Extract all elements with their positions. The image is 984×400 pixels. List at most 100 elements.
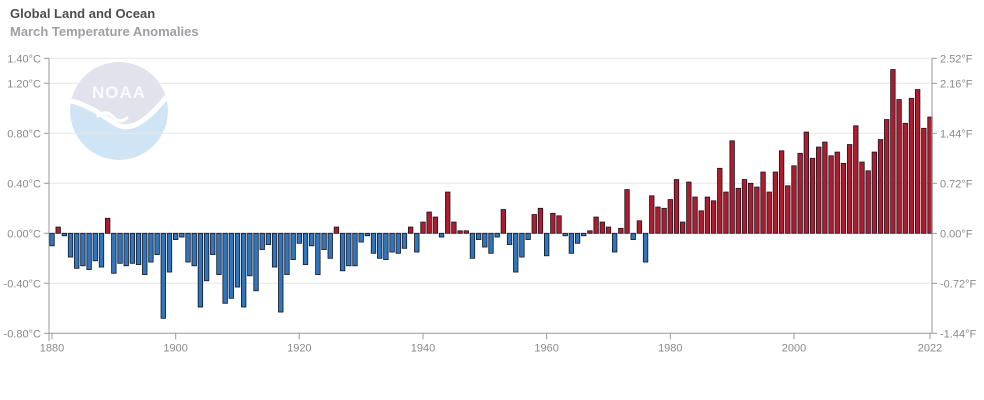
bar-1933[interactable]: 1933: -0.20°C [377, 232, 383, 259]
bar-1996[interactable]: 1996: 0.33°C [766, 191, 772, 234]
bar-1962[interactable]: 1962: 0.14°C [556, 215, 562, 234]
bar-1932[interactable]: 1932: -0.16°C [370, 232, 377, 254]
bar-1945[interactable]: 1945: 0.09°C [451, 221, 457, 234]
bar-1899[interactable]: 1899: -0.31°C [166, 232, 173, 273]
bar-1885[interactable]: 1885: -0.26°C [80, 232, 86, 267]
bar-1894[interactable]: 1894: -0.25°C [135, 232, 142, 265]
bar-1958[interactable]: 1958: 0.15°C [531, 214, 537, 234]
bar-2004[interactable]: 2004: 0.69°C [816, 146, 822, 234]
bar-1906[interactable]: 1906: -0.17°C [210, 232, 216, 255]
bar-1968[interactable]: 1968: 0.13°C [593, 216, 599, 234]
bar-1963[interactable]: 1963: -0.02°C [562, 232, 568, 237]
bar-2012[interactable]: 2012: 0.50°C [865, 170, 871, 234]
bar-1994[interactable]: 1994: 0.37°C [754, 186, 760, 234]
bar-2000[interactable]: 2000: 0.54°C [791, 165, 797, 234]
bar-1944[interactable]: 1944: 0.33°C [445, 191, 451, 234]
bar-1941[interactable]: 1941: 0.17°C [426, 211, 432, 234]
bar-1912[interactable]: 1912: -0.34°C [247, 232, 253, 277]
bar-1977[interactable]: 1977: 0.30°C [649, 195, 655, 234]
bar-1985[interactable]: 1985: 0.18°C [698, 210, 704, 234]
bar-1979[interactable]: 1979: 0.20°C [661, 207, 667, 234]
bar-1967[interactable]: 1967: 0.02°C [587, 230, 593, 234]
bar-1989[interactable]: 1989: 0.33°C [723, 191, 729, 234]
bar-1947[interactable]: 1947: 0.02°C [463, 230, 469, 234]
bar-1897[interactable]: 1897: -0.17°C [154, 232, 160, 255]
bar-1999[interactable]: 1999: 0.38°C [785, 185, 791, 234]
bar-1905[interactable]: 1905: -0.38°C [203, 232, 210, 282]
bar-1952[interactable]: 1952: -0.03°C [494, 232, 500, 238]
bar-1892[interactable]: 1892: -0.26°C [123, 232, 129, 267]
bar-1992[interactable]: 1992: 0.43°C [741, 179, 748, 234]
bar-1920[interactable]: 1920: -0.08°C [296, 232, 302, 244]
bar-1921[interactable]: 1921: -0.25°C [302, 232, 309, 265]
bar-1972[interactable]: 1972: 0.04°C [618, 227, 624, 234]
bar-1915[interactable]: 1915: -0.09°C [265, 232, 272, 245]
bar-1891[interactable]: 1891: -0.24°C [117, 232, 123, 264]
bar-2007[interactable]: 2007: 0.65°C [834, 151, 840, 234]
bar-1964[interactable]: 1964: -0.16°C [568, 232, 575, 254]
bar-1896[interactable]: 1896: -0.23°C [148, 232, 154, 263]
bar-1886[interactable]: 1886: -0.29°C [86, 232, 92, 270]
bar-1901[interactable]: 1901: -0.03°C [179, 232, 185, 238]
bar-1919[interactable]: 1919: -0.21°C [290, 232, 296, 260]
bar-1995[interactable]: 1995: 0.49°C [760, 171, 766, 234]
bar-2006[interactable]: 2006: 0.62°C [828, 155, 834, 234]
bar-1969[interactable]: 1969: 0.09°C [599, 221, 605, 234]
bar-1984[interactable]: 1984: 0.29°C [692, 196, 698, 234]
bar-1959[interactable]: 1959: 0.20°C [537, 207, 544, 234]
bar-1913[interactable]: 1913: -0.46°C [253, 232, 259, 292]
bar-2005[interactable]: 2005: 0.73°C [822, 141, 828, 234]
bar-1880[interactable]: 1880: -0.10°C [49, 232, 55, 247]
bar-1943[interactable]: 1943: -0.03°C [438, 232, 445, 238]
bar-1937[interactable]: 1937: -0.12°C [401, 232, 408, 249]
bar-2002[interactable]: 2002: 0.81°C [803, 131, 809, 234]
bar-1922[interactable]: 1922: -0.10°C [309, 232, 315, 247]
bar-1954[interactable]: 1954: -0.09°C [506, 232, 513, 245]
bar-1908[interactable]: 1908: -0.56°C [222, 232, 228, 304]
bar-1887[interactable]: 1887: -0.22°C [92, 232, 98, 262]
bar-1973[interactable]: 1973: 0.35°C [624, 189, 630, 234]
bar-1955[interactable]: 1955: -0.31°C [513, 232, 519, 273]
bar-1948[interactable]: 1948: -0.20°C [469, 232, 476, 259]
bar-1966[interactable]: 1966: -0.02°C [581, 232, 587, 237]
bar-1983[interactable]: 1983: 0.41°C [686, 181, 692, 234]
bar-1900[interactable]: 1900: -0.05°C [173, 232, 179, 240]
bar-1935[interactable]: 1935: -0.15°C [389, 232, 395, 253]
bar-1986[interactable]: 1986: 0.29°C [704, 196, 711, 234]
bar-1925[interactable]: 1925: -0.20°C [327, 232, 333, 259]
bar-2011[interactable]: 2011: 0.57°C [859, 161, 865, 234]
bar-1965[interactable]: 1965: -0.08°C [574, 232, 581, 244]
bar-1993[interactable]: 1993: 0.40°C [748, 182, 754, 234]
bar-1990[interactable]: 1990: 0.74°C [729, 140, 735, 234]
bar-1923[interactable]: 1923: -0.33°C [315, 232, 321, 275]
bar-1956[interactable]: 1956: -0.19°C [519, 232, 525, 258]
bar-2013[interactable]: 2013: 0.65°C [871, 151, 878, 234]
bar-1898[interactable]: 1898: -0.68°C [160, 232, 166, 319]
bar-1929[interactable]: 1929: -0.26°C [352, 232, 358, 267]
bar-1889[interactable]: 1889: 0.12°C [104, 217, 111, 234]
bar-1991[interactable]: 1991: 0.36°C [735, 187, 741, 234]
bar-1928[interactable]: 1928: -0.26°C [346, 232, 352, 267]
bar-1924[interactable]: 1924: -0.13°C [321, 232, 327, 250]
bar-1882[interactable]: 1882: -0.02°C [61, 232, 68, 237]
bar-1982[interactable]: 1982: 0.09°C [680, 221, 686, 234]
bar-1961[interactable]: 1961: 0.16°C [550, 212, 556, 234]
bar-2015[interactable]: 2015: 0.91°C [884, 119, 890, 234]
bar-1971[interactable]: 1971: -0.15°C [612, 232, 618, 253]
bar-2009[interactable]: 2009: 0.71°C [846, 144, 853, 234]
bar-1997[interactable]: 1997: 0.49°C [772, 171, 779, 234]
bar-1927[interactable]: 1927: -0.30°C [339, 232, 346, 272]
bar-1916[interactable]: 1916: -0.27°C [271, 232, 278, 268]
bar-1884[interactable]: 1884: -0.28°C [74, 232, 80, 269]
bar-1910[interactable]: 1910: -0.43°C [234, 232, 241, 288]
bar-1950[interactable]: 1950: -0.11°C [482, 232, 488, 248]
bar-2014[interactable]: 2014: 0.75°C [877, 139, 884, 234]
bar-2001[interactable]: 2001: 0.64°C [797, 152, 803, 234]
bar-1902[interactable]: 1902: -0.23°C [185, 232, 191, 263]
bar-1938[interactable]: 1938: 0.05°C [407, 226, 414, 234]
bar-1904[interactable]: 1904: -0.59°C [197, 232, 204, 308]
bar-1987[interactable]: 1987: 0.26°C [710, 200, 717, 234]
bar-1951[interactable]: 1951: -0.16°C [488, 232, 494, 254]
bar-1890[interactable]: 1890: -0.32°C [111, 232, 117, 274]
